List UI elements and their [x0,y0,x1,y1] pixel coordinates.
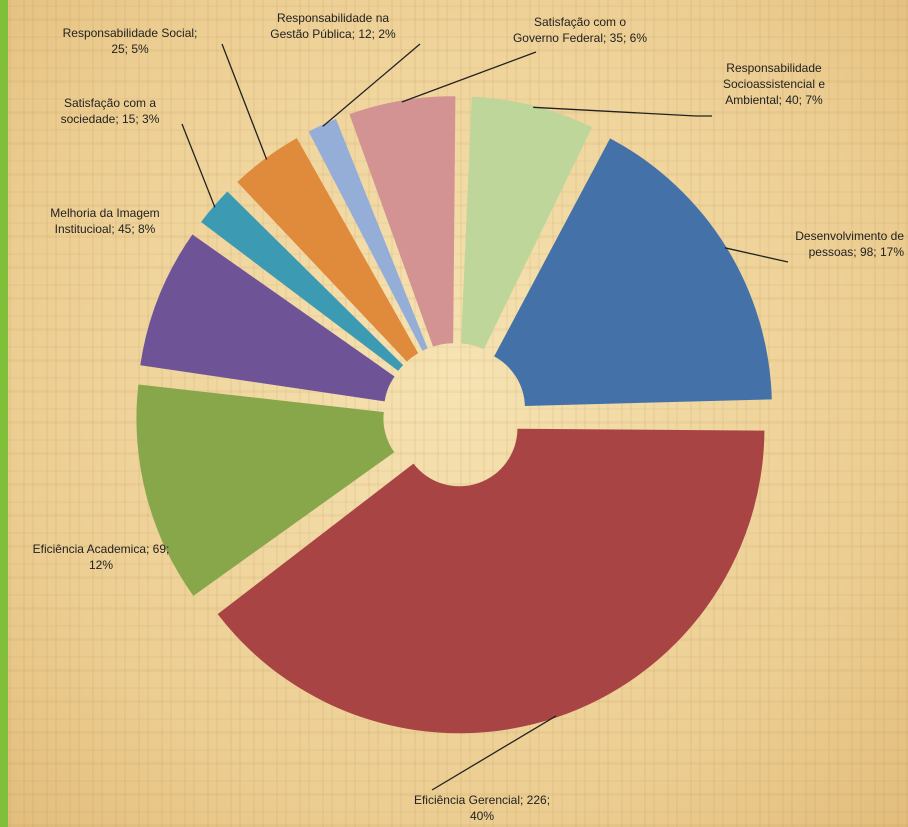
leader-line [181,123,216,208]
leader-line [401,51,537,103]
slice-label-socioassistencial: Responsabilidade Socioassistencial e Amb… [722,61,826,107]
pie-slice-eficiencia-gerencial [217,428,765,734]
pie-slice-gestao-publica [308,119,428,351]
pie-slice-socioassistencial [460,96,593,350]
slice-label-satisfacao-sociedade: Satisfação com a sociedade; 15; 3% [60,96,160,126]
pie-slice-governo-federal [349,96,456,347]
slice-label-responsabilidade-social: Responsabilidade Social; 25; 5% [62,26,198,56]
leader-line [533,106,712,117]
slice-label-eficiencia-academica: Eficiência Academica; 69; 12% [32,542,170,572]
leader-line [431,715,557,791]
pie-slice-melhoria-imagem [140,234,395,402]
pie-slice-responsabilidade-social [237,138,419,362]
slice-label-eficiencia-gerencial: Eficiência Gerencial; 226; 40% [413,793,551,823]
slice-label-governo-federal: Satisfação com o Governo Federal; 35; 6% [512,15,648,45]
slice-label-melhoria-imagem: Melhoria da Imagem Institucioal; 45; 8% [50,206,160,236]
pie-slice-eficiencia-academica [136,384,395,596]
slice-label-gestao-publica: Responsabilidade na Gestão Pública; 12; … [270,11,396,41]
leader-line [221,43,268,160]
leader-line [322,43,421,127]
pie-slice-desenvolvimento [494,138,772,407]
pie-slice-satisfacao-sociedade [201,191,404,371]
left-accent-bar [0,0,8,827]
leader-line [724,247,789,263]
slice-label-desenvolvimento: Desenvolvimento de pessoas; 98; 17% [795,229,904,259]
